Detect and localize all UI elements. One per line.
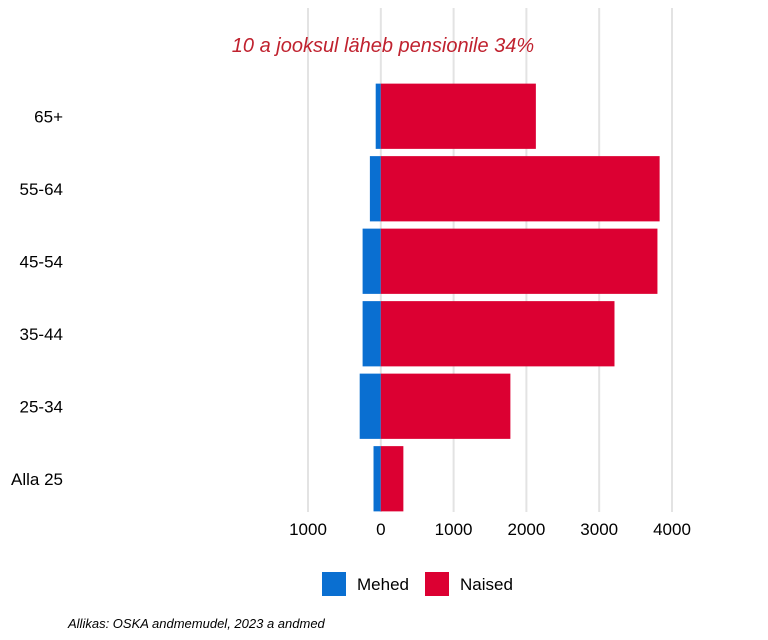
- bar-naised-2: [380, 301, 615, 367]
- bar-mehed-0: [373, 446, 381, 512]
- x-tick-label-4: 3000: [580, 520, 618, 539]
- x-axis-tick-labels: 1000 0 1000 2000 3000 4000: [289, 520, 691, 539]
- bar-naised-3: [380, 228, 658, 294]
- x-tick-label-5: 4000: [653, 520, 691, 539]
- bar-mehed-5: [375, 83, 381, 149]
- legend-swatch-naised: [425, 572, 449, 596]
- bars: [359, 83, 660, 512]
- bar-naised-1: [380, 373, 511, 439]
- legend-label-naised: Naised: [460, 575, 513, 594]
- category-label-1: 25-34: [20, 397, 63, 416]
- source-note: Allikas: OSKA andmemudel, 2023 a andmed: [67, 616, 326, 631]
- legend-swatch-mehed: [322, 572, 346, 596]
- bar-naised-0: [380, 446, 404, 512]
- category-label-2: 35-44: [20, 325, 63, 344]
- bar-mehed-4: [369, 156, 381, 222]
- x-tick-label-3: 2000: [507, 520, 545, 539]
- category-labels: Alla 25 25-34 35-44 45-54 55-64 65+: [11, 107, 63, 489]
- bar-naised-5: [380, 83, 536, 149]
- x-tick-label-2: 1000: [435, 520, 473, 539]
- category-label-4: 55-64: [20, 180, 63, 199]
- category-label-0: Alla 25: [11, 470, 63, 489]
- bar-mehed-3: [362, 228, 381, 294]
- legend: Mehed Naised: [322, 572, 513, 596]
- x-tick-label-1: 0: [376, 520, 385, 539]
- legend-label-mehed: Mehed: [357, 575, 409, 594]
- chart-title: 10 a jooksul läheb pensionile 34%: [232, 35, 534, 57]
- x-tick-label-0: 1000: [289, 520, 327, 539]
- category-label-5: 65+: [34, 107, 63, 126]
- bar-naised-4: [380, 156, 660, 222]
- bar-mehed-2: [362, 301, 381, 367]
- bar-mehed-1: [359, 373, 381, 439]
- category-label-3: 45-54: [20, 252, 63, 271]
